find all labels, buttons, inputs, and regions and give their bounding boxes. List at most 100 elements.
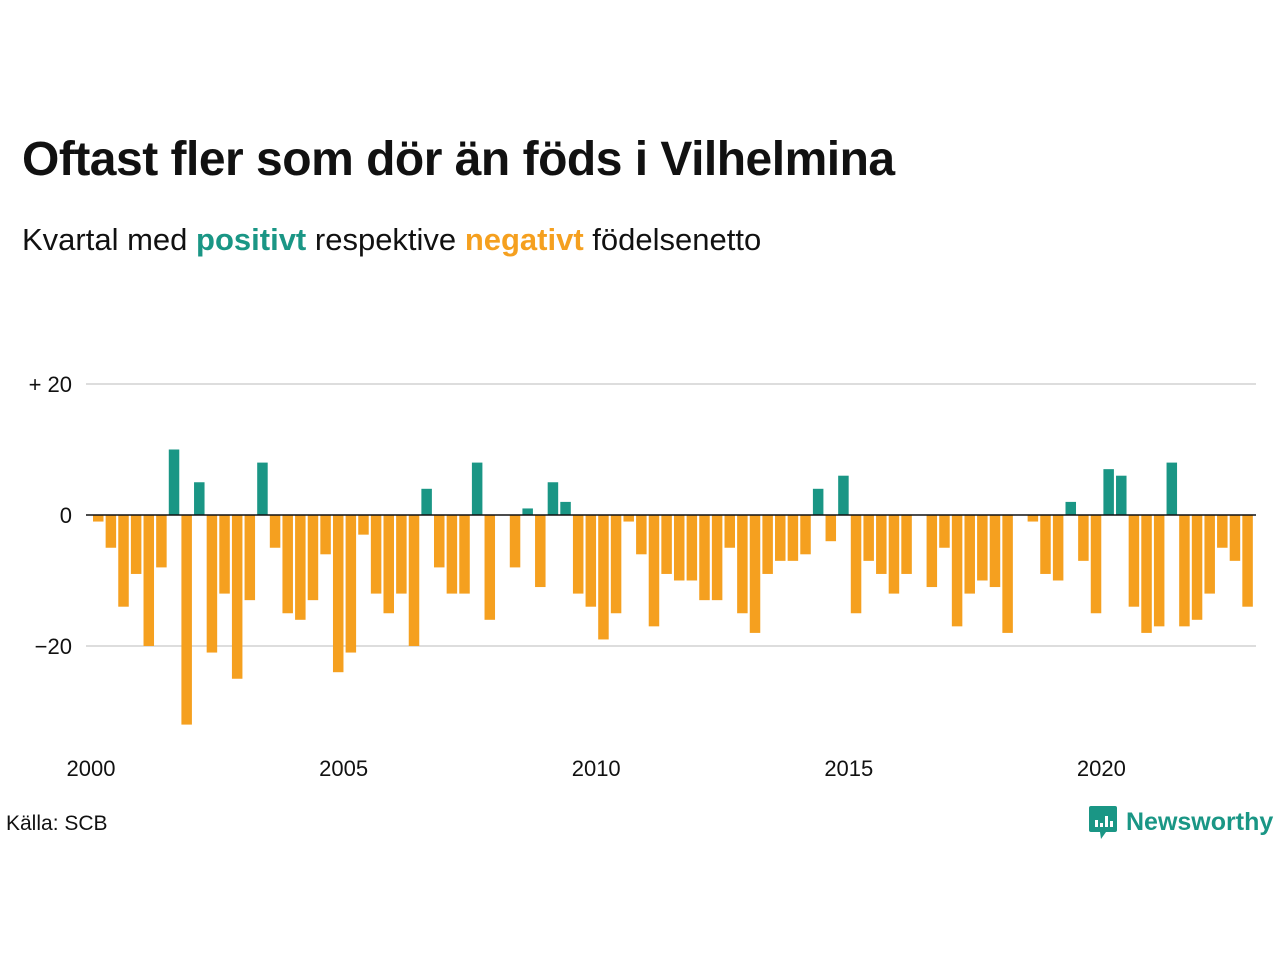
bar-negative	[535, 515, 546, 588]
bar-negative	[711, 515, 723, 601]
bar-negative	[181, 515, 192, 725]
bar-negative	[509, 515, 521, 568]
bar-positive	[838, 475, 849, 515]
bar-positive	[1116, 475, 1127, 515]
bar-negative	[231, 515, 243, 679]
bar-negative	[1191, 515, 1203, 620]
bar-negative	[1128, 515, 1140, 607]
bar-negative	[850, 515, 862, 614]
chart-subtitle: Kvartal med positivt respektive negativt…	[22, 222, 761, 258]
x-tick-label: 2020	[1077, 756, 1126, 781]
bar-negative	[446, 515, 458, 594]
bar-negative	[888, 515, 900, 594]
bar-negative	[964, 515, 975, 594]
bar-negative	[661, 515, 672, 574]
bar-negative	[105, 515, 117, 548]
chart-title: Oftast fler som dör än föds i Vilhelmina	[22, 133, 895, 186]
bar-negative	[876, 515, 887, 574]
bar-positive	[1166, 462, 1178, 515]
bar-negative	[825, 515, 837, 542]
bar-negative	[977, 515, 988, 581]
bar-negative	[1242, 515, 1253, 607]
bar-negative	[358, 515, 369, 535]
bar-positive	[194, 482, 205, 515]
bar-negative	[93, 515, 104, 522]
x-tick-label: 2010	[572, 756, 621, 781]
bar-negative	[459, 515, 470, 594]
bar-negative	[724, 515, 735, 548]
subtitle-middle: respektive	[314, 222, 457, 257]
bar-negative	[1052, 515, 1064, 581]
bar-positive	[812, 488, 824, 515]
bar-negative	[623, 515, 634, 522]
bar-positive	[168, 449, 180, 515]
bar-negative	[295, 515, 306, 620]
bar-negative	[484, 515, 496, 620]
bar-positive	[421, 488, 432, 515]
bar-positive	[471, 462, 483, 515]
bar-negative	[951, 515, 963, 627]
bar-negative	[1229, 515, 1241, 561]
bar-negative	[901, 515, 912, 574]
bar-negative	[244, 515, 256, 601]
y-tick-label: −20	[35, 634, 72, 659]
bar-negative	[585, 515, 597, 607]
bar-negative	[1153, 515, 1165, 627]
bar-negative	[130, 515, 142, 574]
newsworthy-chart-bubble-icon	[1089, 806, 1117, 839]
bar-chart: + 20 0 −20 2000 2005 2010 2015 2020	[29, 372, 1256, 781]
bar-negative	[787, 515, 799, 561]
bar-negative	[673, 515, 685, 581]
bar-negative	[1040, 515, 1051, 574]
bar-negative	[156, 515, 167, 568]
bar-negative	[396, 515, 407, 594]
bar-negative	[863, 515, 874, 561]
y-tick-label: + 20	[29, 372, 72, 397]
bar-negative	[269, 515, 281, 548]
subtitle-prefix: Kvartal med	[22, 222, 188, 257]
bar-negative	[370, 515, 382, 594]
bar-negative	[345, 515, 357, 653]
bar-negative	[1027, 515, 1039, 522]
newsworthy-logo: Newsworthy	[1088, 804, 1273, 840]
x-tick-label: 2015	[824, 756, 873, 781]
bar-negative	[332, 515, 344, 673]
y-tick-label: 0	[60, 503, 72, 528]
bar-negative	[775, 515, 786, 561]
bar-negative	[648, 515, 660, 627]
bar-negative	[598, 515, 609, 640]
bar-negative	[749, 515, 761, 633]
subtitle-suffix: födelsenetto	[592, 222, 762, 257]
subtitle-positive-word: positivt	[196, 222, 307, 257]
bar-positive	[547, 482, 559, 515]
subtitle-negative-word: negativt	[464, 222, 584, 257]
bar-negative	[737, 515, 748, 614]
bar-negative	[572, 515, 584, 594]
x-tick-label: 2000	[67, 756, 116, 781]
bar-negative	[219, 515, 230, 594]
bar-negative	[610, 515, 622, 614]
bar-negative	[206, 515, 218, 653]
bar-negative	[686, 515, 698, 581]
bar-negative	[320, 515, 331, 555]
bar-negative	[1204, 515, 1215, 594]
source-note: Källa: SCB	[6, 812, 108, 835]
bar-negative	[989, 515, 1001, 588]
bar-negative	[939, 515, 950, 548]
bar-negative	[926, 515, 938, 588]
bar-negative	[1217, 515, 1228, 548]
bar-negative	[800, 515, 811, 555]
bar-negative	[282, 515, 293, 614]
bar-negative	[1090, 515, 1102, 614]
bar-positive	[257, 462, 268, 515]
bar-negative	[699, 515, 710, 601]
bar-negative	[434, 515, 445, 568]
bar-positive	[522, 508, 533, 515]
bar-negative	[1179, 515, 1190, 627]
bar-negative	[307, 515, 319, 601]
bar-positive	[1065, 501, 1077, 515]
bar-positive	[560, 501, 571, 515]
newsworthy-logo-text: Newsworthy	[1126, 807, 1274, 836]
bar-negative	[1002, 515, 1013, 633]
bar-negative	[143, 515, 155, 646]
